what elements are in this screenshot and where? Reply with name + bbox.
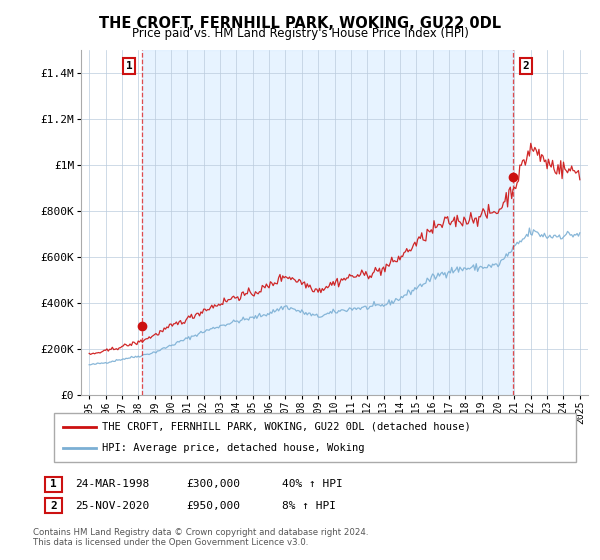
Text: £300,000: £300,000 [186,479,240,489]
Text: HPI: Average price, detached house, Woking: HPI: Average price, detached house, Woki… [102,443,365,453]
Text: THE CROFT, FERNHILL PARK, WOKING, GU22 0DL: THE CROFT, FERNHILL PARK, WOKING, GU22 0… [99,16,501,31]
Text: 2: 2 [523,60,529,71]
Bar [142,50,513,395]
Text: Contains HM Land Registry data © Crown copyright and database right 2024.
This d: Contains HM Land Registry data © Crown c… [33,528,368,547]
Text: 1: 1 [50,479,57,489]
Text: 2: 2 [50,501,57,511]
Text: 40% ↑ HPI: 40% ↑ HPI [282,479,343,489]
Text: THE CROFT, FERNHILL PARK, WOKING, GU22 0DL (detached house): THE CROFT, FERNHILL PARK, WOKING, GU22 0… [102,422,471,432]
Text: 25-NOV-2020: 25-NOV-2020 [75,501,149,511]
Text: 1: 1 [125,60,132,71]
Text: Price paid vs. HM Land Registry's House Price Index (HPI): Price paid vs. HM Land Registry's House … [131,27,469,40]
Text: 8% ↑ HPI: 8% ↑ HPI [282,501,336,511]
Text: £950,000: £950,000 [186,501,240,511]
Text: 24-MAR-1998: 24-MAR-1998 [75,479,149,489]
